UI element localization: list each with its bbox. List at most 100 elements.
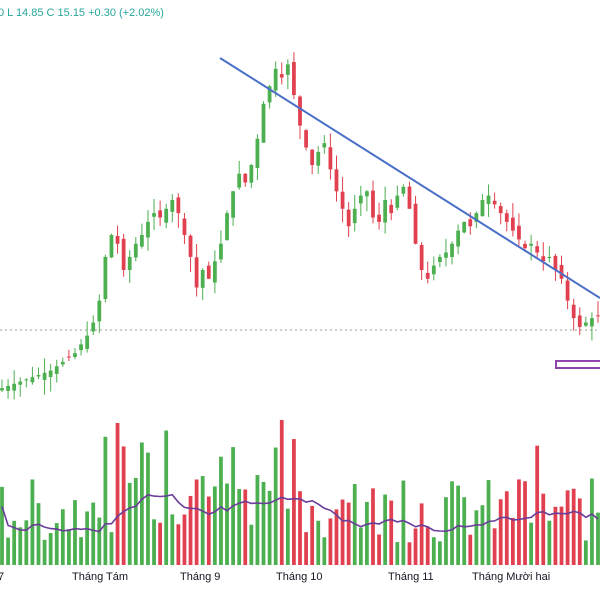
volume-bar <box>285 508 290 565</box>
volume-bar <box>340 499 345 565</box>
x-tick-label: 7 <box>0 571 4 583</box>
candle-body <box>91 322 96 332</box>
volume-bar <box>462 497 467 565</box>
volume-bar <box>334 509 339 565</box>
candle-body <box>334 169 339 192</box>
volume-bar <box>328 518 333 565</box>
volume-bar <box>0 486 4 565</box>
candle-body <box>60 361 65 365</box>
volume-bar <box>510 517 515 565</box>
volume-bar <box>243 489 248 565</box>
volume-bar <box>298 491 302 565</box>
volume-bar <box>316 520 321 565</box>
candle-body <box>504 213 509 222</box>
ohlc-text: 0 L 14.85 C 15.15 +0.30 (+2.02%) <box>0 7 164 19</box>
volume-ma-line <box>1 493 599 533</box>
volume-bar <box>115 422 120 565</box>
candle-body <box>383 200 388 223</box>
candles-layer <box>0 52 600 400</box>
candle-body <box>170 200 175 212</box>
volume-bar <box>541 493 546 565</box>
candle-body <box>492 200 497 205</box>
volume-bar <box>158 522 163 565</box>
candle-body <box>437 256 442 263</box>
candle-body <box>255 138 260 168</box>
candle-body <box>523 243 527 249</box>
candle-body <box>583 322 588 326</box>
volume-bar <box>48 533 53 565</box>
candle-body <box>486 195 491 205</box>
candle-body <box>462 221 467 233</box>
volume-bar <box>407 542 412 565</box>
candle-body <box>401 186 406 194</box>
volume-bar <box>85 511 90 565</box>
candle-body <box>249 165 254 183</box>
candle-body <box>158 210 163 218</box>
volume-bar <box>590 478 594 565</box>
candle-body <box>12 383 17 391</box>
volume-bar <box>523 481 527 565</box>
candle-body <box>261 103 266 143</box>
volume-bar <box>425 526 430 565</box>
volume-bar <box>219 456 223 565</box>
candle-body <box>395 195 400 208</box>
volume-bar <box>492 528 497 565</box>
resistance-trendline[interactable] <box>219 57 600 299</box>
candle-body <box>474 213 479 222</box>
candle-body <box>121 238 126 270</box>
volume-bar <box>304 532 308 565</box>
volume-bar <box>389 500 394 565</box>
candle-body <box>535 246 540 253</box>
candle-body <box>419 244 424 270</box>
candle-body <box>407 186 412 209</box>
candle-body <box>529 243 533 246</box>
volume-bar <box>468 534 473 565</box>
candle-body <box>547 256 552 259</box>
volume-bar <box>54 523 59 565</box>
volume-bar <box>517 479 521 565</box>
volume-bar <box>170 514 175 565</box>
volume-bar <box>109 532 114 565</box>
candle-body <box>425 272 430 279</box>
candle-body <box>267 86 272 103</box>
volume-bar <box>419 503 424 565</box>
volume-bar <box>377 534 381 565</box>
volume-bar <box>255 475 260 565</box>
volume-bar <box>583 540 588 565</box>
support-box[interactable] <box>555 360 600 369</box>
volume-bar <box>577 498 582 565</box>
volume-bar <box>279 420 284 565</box>
volume-bar <box>67 529 71 565</box>
volume-bar <box>60 509 65 565</box>
candle-body <box>79 344 83 351</box>
x-tick-label: Tháng Mười hai <box>472 571 550 583</box>
candle-body <box>304 130 308 148</box>
volume-bar <box>261 481 266 565</box>
candle-body <box>176 197 181 214</box>
candle-body <box>340 191 345 209</box>
candle-body <box>456 230 461 247</box>
ohlc-header: 0 L 14.85 C 15.15 +0.30 (+2.02%) <box>0 7 164 19</box>
candle-body <box>103 256 108 299</box>
candle-body <box>498 206 503 214</box>
volume-bar <box>346 502 351 565</box>
candle-body <box>0 388 4 391</box>
candle-body <box>164 208 169 223</box>
candle-body <box>371 190 375 218</box>
candle-body <box>139 235 144 247</box>
volume-bar <box>371 488 375 565</box>
candle-body <box>200 270 205 288</box>
volume-bar <box>12 520 17 565</box>
candle-body <box>480 200 485 217</box>
candle-body <box>133 243 138 258</box>
volume-bar <box>322 537 327 565</box>
volume-bar <box>79 537 83 565</box>
x-tick-label: Tháng 11 <box>388 571 434 583</box>
candle-body <box>24 379 29 381</box>
volume-bar <box>571 488 576 565</box>
candle-body <box>152 213 156 217</box>
candle-body <box>30 377 35 383</box>
candle-body <box>352 208 357 224</box>
volume-bar <box>237 489 242 565</box>
